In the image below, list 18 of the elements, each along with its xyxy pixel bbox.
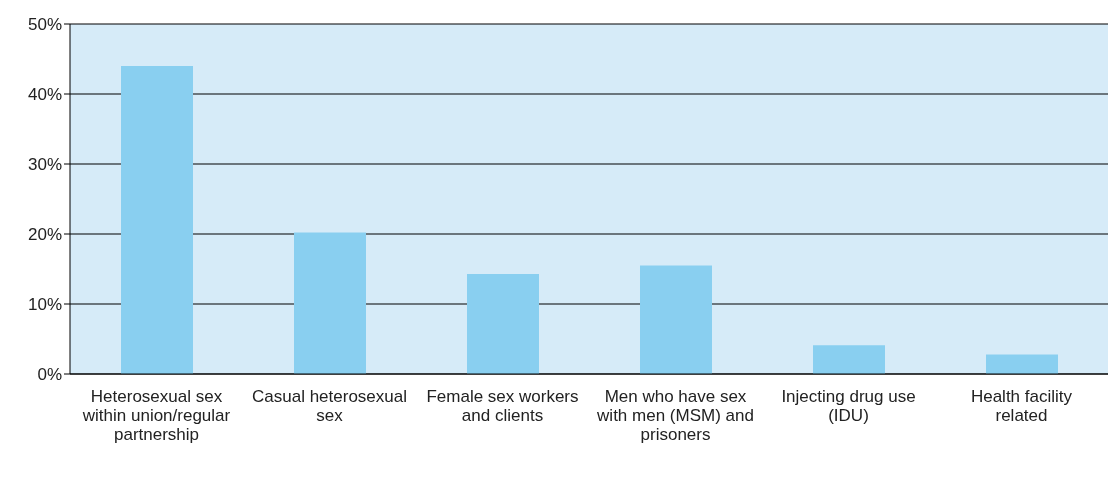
y-tick-label: 40%: [27, 85, 62, 105]
bar: [640, 265, 712, 374]
bar: [813, 345, 885, 374]
y-tick-label: 0%: [37, 365, 62, 385]
x-tick-label: Female sex workers and clients: [426, 387, 579, 425]
x-tick-label: Casual heterosexual sex: [252, 387, 407, 425]
bar: [986, 354, 1058, 374]
x-tick-label: Health facility related: [970, 387, 1073, 425]
y-tick-label: 10%: [27, 295, 62, 315]
x-tick-label: Heterosexual sex within union/regular partnership: [81, 387, 231, 444]
y-tick-label: 50%: [27, 15, 62, 35]
y-tick-label: 30%: [27, 155, 62, 175]
bar: [121, 66, 193, 374]
x-tick-label: Men who have sex with men (MSM) and prisoners: [596, 387, 754, 444]
x-tick-label: Injecting drug use (IDU): [781, 387, 916, 425]
bar: [467, 273, 539, 374]
y-tick-label: 20%: [27, 225, 62, 245]
bar: [294, 232, 366, 374]
